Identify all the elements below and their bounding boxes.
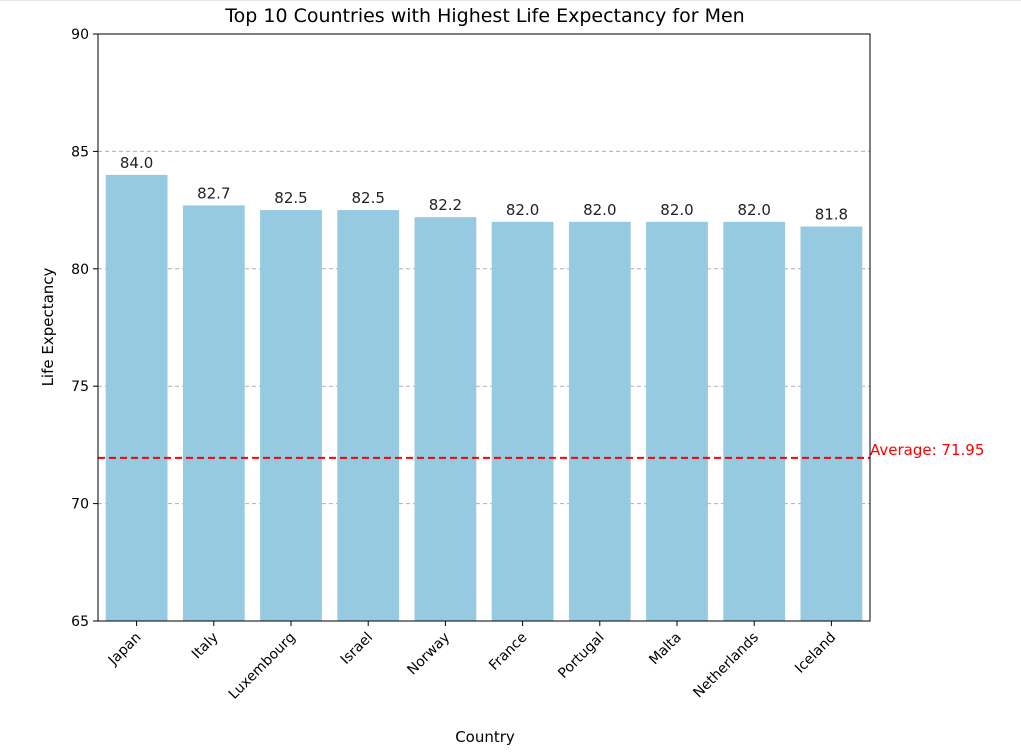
- y-tick-label: 75: [71, 379, 89, 395]
- x-tick-label: Iceland: [792, 630, 839, 677]
- x-axis: Japan Italy Luxembourg Israel Norway France Po…: [105, 621, 839, 703]
- y-axis: 65 70 75 80 85 90: [71, 27, 98, 630]
- x-tick-label: Japan: [105, 630, 145, 670]
- x-axis-label: Country: [455, 728, 515, 746]
- x-tick-label: Malta: [646, 630, 685, 669]
- bar-italy: [182, 205, 245, 622]
- y-tick-label: 90: [71, 27, 89, 43]
- bar-norway: [414, 217, 477, 622]
- data-label-italy: 82.7: [197, 184, 230, 202]
- chart-title: Top 10 Countries with Highest Life Expec…: [224, 5, 744, 27]
- plot-frame: [97, 33, 871, 622]
- x-tick-label: Portugal: [555, 630, 607, 682]
- y-tick-label: 70: [71, 497, 89, 513]
- data-label-israel: 82.5: [351, 189, 384, 207]
- bar-france: [491, 221, 554, 621]
- data-label-france: 82.0: [506, 201, 539, 219]
- average-label: Average: 71.95: [870, 441, 984, 459]
- x-tick-label: Netherlands: [690, 630, 762, 702]
- y-tick-label: 80: [71, 262, 89, 278]
- bar-luxembourg: [260, 210, 322, 621]
- data-label-iceland: 81.8: [815, 206, 848, 224]
- bars-group: 84.0 82.7 82.5 82.5 82.2 82.0 82.0 82.0 82.0 81.8: [105, 154, 863, 622]
- data-label-japan: 84.0: [120, 154, 153, 172]
- y-tick-label: 65: [71, 614, 89, 630]
- data-label-luxembourg: 82.5: [274, 189, 307, 207]
- x-tick-label: Luxembourg: [226, 630, 299, 703]
- x-tick-label: Israel: [338, 630, 376, 668]
- bar-portugal: [568, 221, 631, 621]
- data-label-malta: 82.0: [660, 201, 693, 219]
- x-tick-label: Italy: [189, 630, 222, 663]
- page-top-border: [0, 0, 1021, 1]
- bar-netherlands: [723, 221, 786, 621]
- x-tick-label: Norway: [404, 630, 453, 679]
- x-tick-label: France: [486, 630, 530, 674]
- data-label-netherlands: 82.0: [737, 201, 770, 219]
- data-label-portugal: 82.0: [583, 201, 616, 219]
- bar-iceland: [800, 226, 863, 621]
- bar-israel: [337, 210, 400, 621]
- bar-malta: [646, 221, 708, 621]
- y-tick-label: 85: [71, 144, 89, 160]
- data-label-norway: 82.2: [429, 196, 462, 214]
- y-axis-label: Life Expectancy: [39, 267, 57, 386]
- average-line-group: Average: 71.95: [98, 441, 984, 459]
- bar-japan: [105, 174, 168, 621]
